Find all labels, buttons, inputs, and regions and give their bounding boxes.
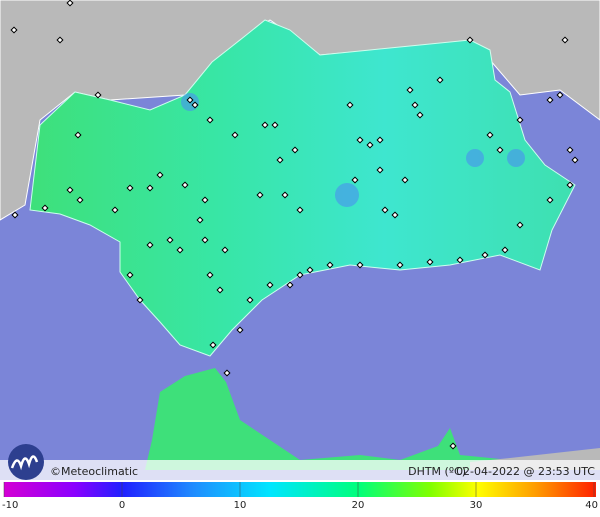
station — [501, 246, 509, 254]
station — [296, 271, 304, 279]
station — [456, 256, 464, 264]
tick-label: 10 — [234, 500, 247, 511]
station — [231, 131, 239, 139]
station — [126, 271, 134, 279]
station — [111, 206, 119, 214]
station — [546, 196, 554, 204]
station — [486, 131, 494, 139]
station — [66, 0, 74, 7]
station — [396, 261, 404, 269]
station — [411, 101, 419, 109]
station — [186, 96, 194, 104]
station — [401, 176, 409, 184]
station — [74, 131, 82, 139]
brand: ©Meteoclimatic — [50, 465, 138, 478]
station — [291, 146, 299, 154]
station — [376, 136, 384, 144]
station — [271, 121, 279, 129]
legend-label: DHTM (ºC) — [408, 465, 466, 478]
station — [10, 26, 18, 34]
color-scale-ticks: -10 0 10 20 30 40 — [2, 482, 598, 511]
tick-label: 20 — [352, 500, 365, 511]
station — [156, 171, 164, 179]
logo — [8, 444, 44, 480]
station — [126, 184, 134, 192]
station — [201, 236, 209, 244]
station — [481, 251, 489, 259]
station — [426, 258, 434, 266]
station — [351, 176, 359, 184]
station — [381, 206, 389, 214]
timestamp: 02-04-2022 @ 23:53 UTC — [456, 465, 595, 478]
station — [209, 341, 217, 349]
station — [266, 281, 274, 289]
station — [146, 184, 154, 192]
station — [11, 211, 19, 219]
station — [561, 36, 569, 44]
station — [191, 101, 199, 109]
station — [391, 211, 399, 219]
station — [56, 36, 64, 44]
station — [41, 204, 49, 212]
tick-label: 30 — [470, 500, 483, 511]
station — [136, 296, 144, 304]
station — [246, 296, 254, 304]
station — [356, 136, 364, 144]
stations — [10, 0, 579, 450]
footer-strip — [0, 460, 600, 481]
station — [326, 261, 334, 269]
station — [146, 241, 154, 249]
station — [436, 76, 444, 84]
station — [236, 326, 244, 334]
station — [546, 96, 554, 104]
station — [516, 221, 524, 229]
station — [366, 141, 374, 149]
station — [566, 181, 574, 189]
land-outside — [0, 0, 600, 221]
station — [196, 216, 204, 224]
station — [223, 369, 231, 377]
station — [261, 121, 269, 129]
station — [406, 86, 414, 94]
station — [356, 261, 364, 269]
station — [376, 166, 384, 174]
station — [281, 191, 289, 199]
station — [94, 91, 102, 99]
station — [216, 286, 224, 294]
station — [76, 196, 84, 204]
station — [66, 186, 74, 194]
station — [201, 196, 209, 204]
tick-label: -10 — [2, 500, 18, 511]
tick-label: 0 — [119, 500, 125, 511]
station — [276, 156, 284, 164]
tick-label: 40 — [585, 500, 598, 511]
station — [416, 111, 424, 119]
station — [556, 91, 564, 99]
station — [571, 156, 579, 164]
station — [496, 146, 504, 154]
station — [566, 146, 574, 154]
morocco — [145, 368, 600, 470]
station — [166, 236, 174, 244]
andalusia — [29, 19, 576, 357]
station — [181, 181, 189, 189]
station — [206, 116, 214, 124]
color-scale — [4, 482, 596, 497]
station — [306, 266, 314, 274]
station — [221, 246, 229, 254]
station — [296, 206, 304, 214]
station — [286, 281, 294, 289]
station — [206, 271, 214, 279]
station — [466, 36, 474, 44]
station — [176, 246, 184, 254]
station — [449, 442, 457, 450]
station — [256, 191, 264, 199]
station — [346, 101, 354, 109]
station — [516, 116, 524, 124]
